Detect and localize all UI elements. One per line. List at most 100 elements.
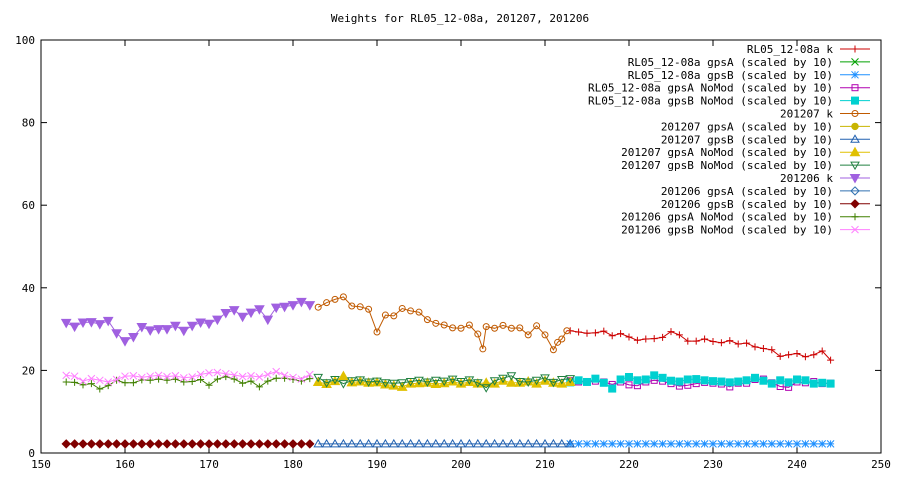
legend-item: RL05_12-08a gpsB NoMod (scaled by 10) <box>588 95 870 108</box>
data-point <box>430 376 441 386</box>
data-point <box>430 438 441 448</box>
x-tick-label: 220 <box>619 458 639 471</box>
series-line <box>570 378 831 388</box>
data-point <box>499 321 507 329</box>
data-point <box>146 376 154 384</box>
data-point <box>270 303 282 314</box>
data-point <box>128 332 139 343</box>
y-tick-label: 60 <box>22 199 35 212</box>
data-point <box>104 382 112 390</box>
data-point <box>212 315 223 326</box>
series-15 <box>62 367 314 386</box>
data-point <box>179 439 189 449</box>
data-point <box>103 439 113 449</box>
data-point <box>263 439 273 449</box>
data-point <box>617 330 625 338</box>
data-point <box>457 324 465 332</box>
data-point <box>390 312 398 320</box>
data-point <box>365 305 373 313</box>
legend-marker <box>851 122 859 131</box>
data-point <box>96 385 104 393</box>
data-point <box>583 329 591 337</box>
data-point <box>287 301 299 311</box>
data-point <box>137 373 146 382</box>
data-point <box>161 325 173 335</box>
data-point <box>422 438 433 448</box>
series-10 <box>313 372 576 393</box>
data-point <box>339 293 347 301</box>
data-point <box>447 376 458 386</box>
series-5 <box>566 371 835 393</box>
data-point <box>60 318 72 329</box>
data-point <box>533 322 541 330</box>
data-point <box>801 440 810 448</box>
data-point <box>254 305 265 315</box>
data-point <box>692 337 700 345</box>
data-point <box>785 351 793 359</box>
data-point <box>438 377 450 388</box>
data-point <box>373 328 381 336</box>
data-point <box>675 377 684 386</box>
series-line <box>66 371 311 383</box>
data-point <box>220 308 232 319</box>
data-point <box>119 337 131 347</box>
data-point <box>776 440 785 448</box>
data-point <box>296 439 307 449</box>
data-point <box>254 439 265 449</box>
data-point <box>271 439 281 449</box>
data-point <box>238 372 247 381</box>
data-point <box>356 303 364 311</box>
data-point <box>701 335 709 343</box>
data-point <box>228 306 240 316</box>
legend-item: 201207 gpsB (scaled by 10) <box>661 133 870 146</box>
data-point <box>439 438 450 448</box>
data-point <box>540 374 550 383</box>
legend-label: RL05_12-08a k <box>747 43 833 56</box>
data-point <box>229 439 239 449</box>
series-line <box>317 375 571 389</box>
data-point <box>491 324 499 332</box>
data-point <box>818 347 826 355</box>
legend-item: 201207 k <box>780 108 870 121</box>
legend-item: RL05_12-08a gpsA NoMod (scaled by 10) <box>588 82 870 95</box>
data-point <box>464 438 475 448</box>
data-point <box>86 439 97 449</box>
x-tick-label: 210 <box>535 458 555 471</box>
data-point <box>667 328 675 336</box>
data-point <box>717 339 725 347</box>
legend-item: 201206 gpsA NoMod (scaled by 10) <box>621 211 870 224</box>
x-tick-label: 180 <box>283 458 303 471</box>
data-point <box>684 337 692 345</box>
data-point <box>203 319 215 330</box>
data-point <box>346 377 357 386</box>
data-point <box>205 369 213 377</box>
data-point <box>186 321 198 332</box>
series-1 <box>566 327 835 364</box>
data-point <box>818 440 827 448</box>
legend-item: RL05_12-08a gpsB (scaled by 10) <box>628 69 870 82</box>
data-point <box>154 371 163 380</box>
data-point <box>414 438 424 448</box>
y-tick-label: 0 <box>28 447 35 460</box>
x-tick-label: 150 <box>31 458 51 471</box>
data-point <box>264 377 272 385</box>
data-point <box>554 338 562 346</box>
data-point <box>178 326 190 337</box>
data-point <box>405 378 416 387</box>
data-point <box>188 373 197 381</box>
data-point <box>539 375 551 385</box>
data-point <box>565 438 576 448</box>
data-point <box>338 380 349 389</box>
data-point <box>280 371 289 380</box>
data-point <box>279 302 290 313</box>
data-point <box>314 303 322 311</box>
data-point <box>743 339 751 347</box>
legend-marker <box>851 70 859 79</box>
data-point <box>330 375 340 385</box>
data-point <box>188 378 196 386</box>
data-point <box>136 323 148 333</box>
x-tick-label: 170 <box>199 458 219 471</box>
data-point <box>388 438 399 448</box>
data-point <box>363 438 374 448</box>
data-point <box>348 302 356 310</box>
